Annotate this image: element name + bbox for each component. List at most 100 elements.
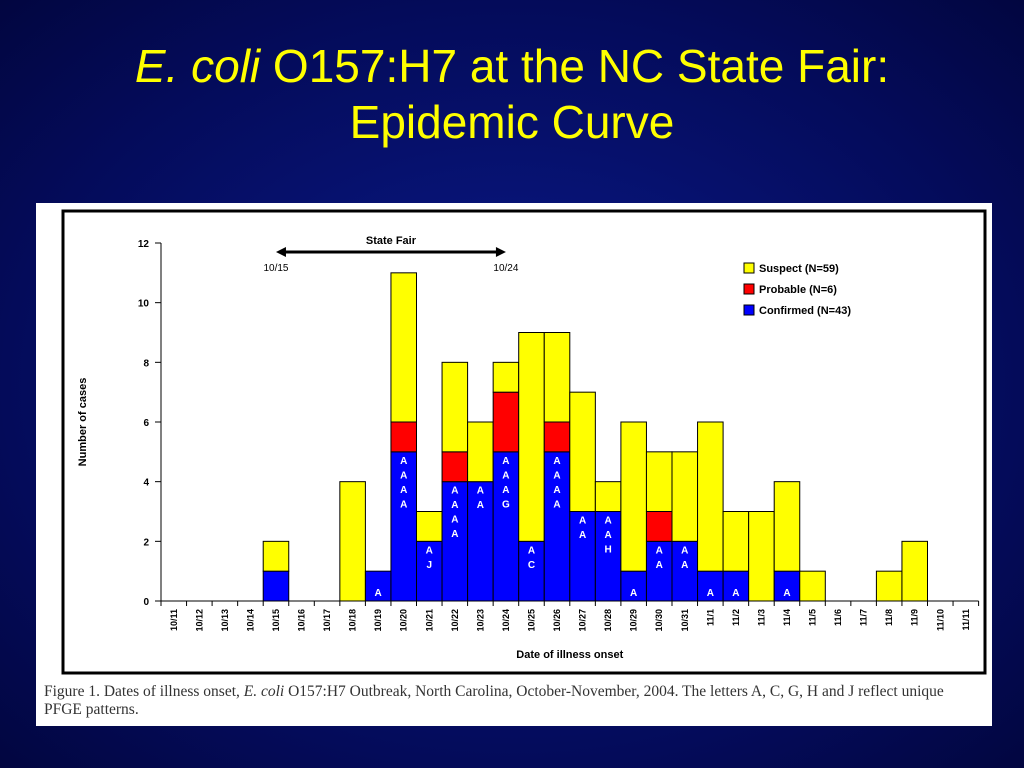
x-tick-label: 11/4 — [782, 609, 792, 626]
x-tick-label: 10/17 — [322, 609, 332, 632]
bar-suspect — [390, 272, 418, 423]
x-tick-label: 10/21 — [424, 609, 434, 632]
bar-suspect — [773, 481, 801, 572]
pfge-label: A — [451, 486, 458, 497]
pfge-label: A — [528, 545, 535, 556]
bar-probable — [645, 511, 673, 542]
x-tick-label: 11/5 — [808, 609, 818, 626]
pfge-label: A — [605, 516, 612, 527]
y-tick-label: 0 — [143, 597, 149, 608]
pfge-label: A — [605, 530, 612, 541]
title-italic: E. coli — [134, 40, 261, 92]
x-tick-label: 11/10 — [935, 609, 945, 631]
legend: Suspect (N=59) Probable (N=6) Confirmed (N… — [743, 262, 851, 317]
x-tick-label: 10/25 — [526, 609, 536, 632]
pfge-label: A — [579, 530, 586, 541]
x-tick-label: 11/3 — [756, 609, 766, 626]
bar-suspect — [416, 511, 443, 542]
legend-label-suspect: Suspect (N=59) — [759, 263, 839, 275]
pfge-label: A — [553, 485, 560, 496]
pfge-label: A — [656, 545, 663, 556]
y-tick-label: 2 — [143, 537, 149, 548]
pfge-label: A — [375, 588, 382, 599]
x-tick-label: 10/22 — [450, 609, 460, 632]
bar-confirmed — [262, 570, 290, 602]
pfge-label: A — [477, 500, 484, 511]
arrow-head-right — [495, 247, 506, 257]
state-fair-annotation: State Fair 10/15 10/24 — [263, 235, 518, 274]
x-tick-label: 11/2 — [731, 609, 741, 626]
x-tick-label: 11/8 — [884, 609, 894, 626]
bar-suspect — [594, 481, 622, 512]
bar-confirmed — [390, 451, 418, 602]
pfge-label: A — [681, 560, 688, 571]
pfge-label: A — [477, 486, 484, 497]
bar-confirmed — [492, 451, 520, 602]
bar-confirmed — [543, 451, 571, 602]
x-tick-label: 10/12 — [194, 609, 204, 632]
x-tick-label: 10/24 — [501, 609, 511, 632]
bar-suspect — [569, 391, 596, 513]
title-rest: O157:H7 at the NC State Fair: — [260, 40, 890, 92]
bar-confirmed — [620, 570, 647, 602]
figure-caption: Figure 1. Dates of illness onset, E. col… — [44, 683, 984, 719]
bar-confirmed — [594, 511, 622, 602]
x-axis-title: Date of illness onset — [516, 649, 623, 661]
state-fair-start-label: 10/15 — [263, 263, 288, 274]
pfge-label: A — [579, 516, 586, 527]
state-fair-label: State Fair — [366, 235, 417, 247]
bar-confirmed — [569, 511, 596, 602]
bar-probable — [441, 451, 469, 483]
pfge-label: A — [732, 588, 739, 599]
legend-swatch-confirmed — [743, 304, 755, 316]
y-tick-label: 10 — [138, 299, 150, 310]
pfge-label: J — [426, 560, 432, 571]
pfge-label: A — [656, 560, 663, 571]
pfge-label: A — [451, 529, 458, 540]
pfge-label: A — [630, 588, 637, 599]
bar-suspect — [620, 421, 647, 572]
bar-probable — [543, 421, 571, 453]
legend-swatch-probable — [743, 283, 755, 295]
x-tick-label: 11/6 — [833, 609, 843, 626]
pfge-label: H — [605, 545, 612, 556]
bar-suspect — [262, 540, 290, 572]
pfge-label: A — [400, 499, 407, 510]
y-tick-label: 12 — [138, 239, 150, 250]
pfge-label: A — [707, 588, 714, 599]
x-tick-label: 10/28 — [603, 609, 613, 632]
bar-suspect — [697, 421, 724, 572]
bar-suspect — [748, 511, 775, 602]
caption-part2: O157:H7 Outbreak, North Carolina, Octobe… — [44, 683, 944, 718]
pfge-label: A — [426, 545, 433, 556]
x-tick-label: 10/11 — [169, 609, 179, 631]
bar-confirmed — [467, 481, 494, 602]
y-tick-label: 8 — [143, 358, 149, 369]
legend-label-probable: Probable (N=6) — [759, 284, 837, 296]
legend-label-confirmed: Confirmed (N=43) — [759, 305, 851, 317]
x-tick-label: 10/20 — [399, 609, 409, 632]
y-tick-label: 6 — [143, 418, 149, 429]
bars — [262, 272, 929, 602]
bar-suspect — [901, 540, 929, 602]
x-tick-label: 10/15 — [271, 609, 281, 632]
pfge-label: C — [528, 560, 535, 571]
bar-suspect — [339, 481, 366, 602]
bar-confirmed — [518, 540, 545, 602]
legend-swatch-suspect — [743, 262, 755, 274]
pfge-label: A — [553, 499, 560, 510]
y-tick-label: 4 — [143, 478, 149, 489]
bar-probable — [492, 391, 520, 453]
bar-suspect — [799, 570, 826, 602]
x-tick-label: 10/19 — [373, 609, 383, 632]
x-tick-label: 10/18 — [348, 609, 358, 632]
bar-suspect — [518, 332, 545, 542]
pfge-label: A — [400, 456, 407, 467]
bar-suspect — [645, 451, 673, 512]
bar-suspect — [875, 570, 903, 602]
x-tick-label: 11/11 — [961, 609, 971, 631]
pfge-label: A — [451, 515, 458, 526]
pfge-label: G — [502, 499, 510, 510]
